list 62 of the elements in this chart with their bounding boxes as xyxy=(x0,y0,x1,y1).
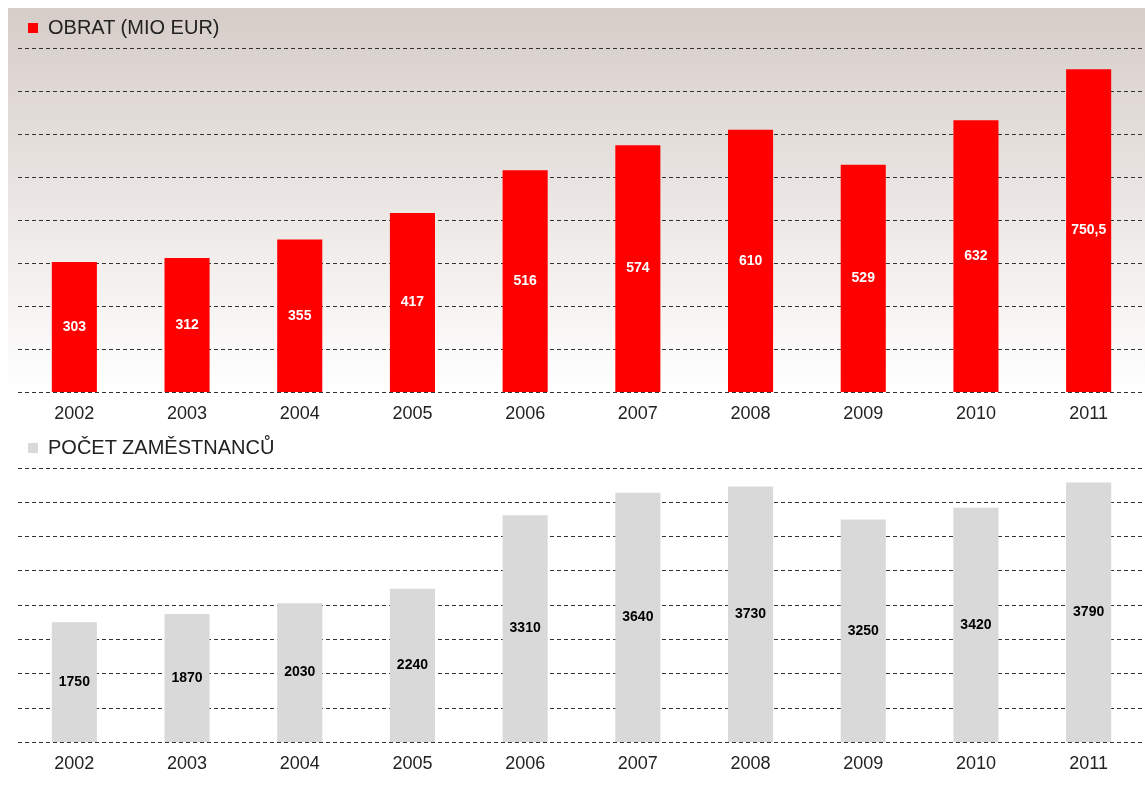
bar xyxy=(840,519,886,742)
data-label: 632 xyxy=(964,246,988,263)
x-tick-label: 2006 xyxy=(505,403,546,424)
x-tick-label: 2003 xyxy=(167,403,208,424)
x-tick-label: 2010 xyxy=(955,403,996,424)
data-label: 1870 xyxy=(171,668,203,685)
legend-label: OBRAT (MIO EUR) xyxy=(48,15,220,38)
x-tick-label: 2006 xyxy=(505,753,546,774)
bar xyxy=(277,239,323,392)
bar xyxy=(502,515,548,742)
x-tick-label: 2011 xyxy=(1069,753,1109,774)
bar xyxy=(728,129,774,392)
x-tick-label: 2005 xyxy=(392,753,433,774)
legend-label: POČET ZAMĚSTNANCŮ xyxy=(48,434,275,458)
bar xyxy=(164,258,210,392)
bar xyxy=(1066,69,1112,392)
bar xyxy=(728,486,774,742)
x-tick-label: 2003 xyxy=(167,753,208,774)
data-label: 303 xyxy=(62,317,87,334)
data-label: 3790 xyxy=(1073,603,1105,620)
x-tick-label: 2005 xyxy=(392,403,433,424)
x-tick-label: 2011 xyxy=(1069,403,1109,424)
x-tick-label: 2002 xyxy=(54,753,95,774)
data-label: 2240 xyxy=(396,656,429,673)
data-label: 417 xyxy=(400,293,425,310)
data-label: 3640 xyxy=(622,608,654,625)
bar xyxy=(51,261,97,392)
x-tick-label: 2009 xyxy=(843,753,884,774)
data-label: 3420 xyxy=(960,615,992,632)
x-tick-label: 2004 xyxy=(279,753,320,774)
bar xyxy=(953,120,999,392)
x-tick-label: 2007 xyxy=(617,753,658,774)
x-tick-label: 2008 xyxy=(730,403,771,424)
x-tick-label: 2009 xyxy=(843,403,884,424)
bar xyxy=(502,170,548,392)
data-label: 3730 xyxy=(734,605,767,622)
data-label: 3310 xyxy=(509,619,541,636)
data-label: 750,5 xyxy=(1071,221,1107,238)
data-label: 1750 xyxy=(58,672,91,689)
data-label: 610 xyxy=(738,251,763,268)
bar xyxy=(51,622,97,742)
data-label: 529 xyxy=(851,269,876,286)
x-tick-label: 2007 xyxy=(617,403,658,424)
bar xyxy=(615,145,661,392)
x-tick-label: 2010 xyxy=(955,753,996,774)
data-label: 516 xyxy=(513,271,538,288)
bar xyxy=(1066,482,1112,742)
bar xyxy=(389,212,435,392)
x-tick-label: 2008 xyxy=(730,753,771,774)
bar xyxy=(615,492,661,742)
bar xyxy=(277,603,323,742)
data-label: 355 xyxy=(288,306,312,323)
x-tick-label: 2002 xyxy=(54,403,95,424)
data-label: 312 xyxy=(175,315,199,332)
bar xyxy=(164,614,210,742)
data-label: 2030 xyxy=(284,663,316,680)
bar xyxy=(840,164,886,392)
data-label: 3250 xyxy=(847,621,880,638)
bar xyxy=(389,588,435,742)
x-tick-label: 2004 xyxy=(279,403,320,424)
data-label: 574 xyxy=(626,259,650,276)
bar xyxy=(953,507,999,742)
